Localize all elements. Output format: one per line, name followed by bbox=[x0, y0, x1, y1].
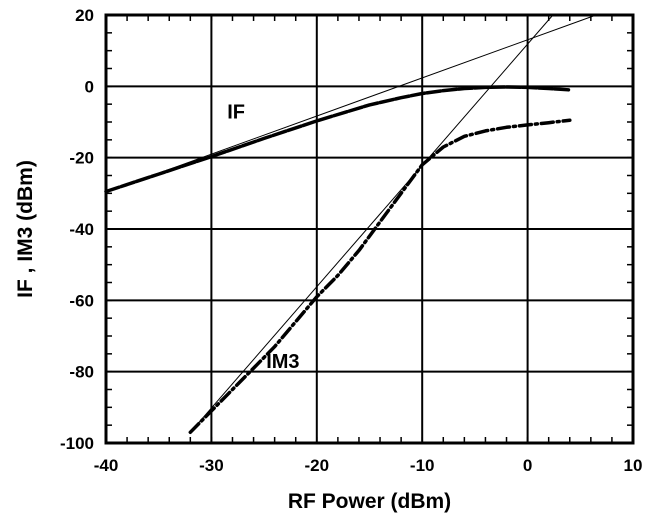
annotation-label: IM3 bbox=[266, 351, 299, 373]
series-line-2 bbox=[188, 118, 572, 435]
y-tick-label: 0 bbox=[85, 77, 94, 96]
y-tick-label: -100 bbox=[60, 434, 94, 453]
y-tick-label: -80 bbox=[69, 363, 94, 382]
grid bbox=[106, 15, 633, 443]
x-tick-label: -20 bbox=[305, 456, 330, 475]
y-tick-label: -60 bbox=[69, 291, 94, 310]
series-line-3 bbox=[105, 14, 597, 193]
x-tick-label: 10 bbox=[624, 456, 643, 475]
x-axis-title: RF Power (dBm) bbox=[288, 490, 451, 513]
y-tick-label: -20 bbox=[69, 149, 94, 168]
annotations: IF IM3 bbox=[227, 101, 299, 373]
y-tick-label: -40 bbox=[69, 220, 94, 239]
y-tick-label: 20 bbox=[75, 6, 94, 25]
x-tick-label: 0 bbox=[523, 456, 532, 475]
x-tick-label: -40 bbox=[94, 456, 119, 475]
annotation-label: IF bbox=[227, 101, 245, 123]
x-tick-label: -10 bbox=[410, 456, 435, 475]
series-line-1 bbox=[104, 85, 572, 194]
y-axis-title: IF , IM3 (dBm) bbox=[14, 160, 37, 298]
series-line-4 bbox=[189, 14, 554, 433]
x-tick-label: -30 bbox=[199, 456, 224, 475]
curves bbox=[104, 14, 597, 435]
plot-frame bbox=[104, 13, 635, 445]
